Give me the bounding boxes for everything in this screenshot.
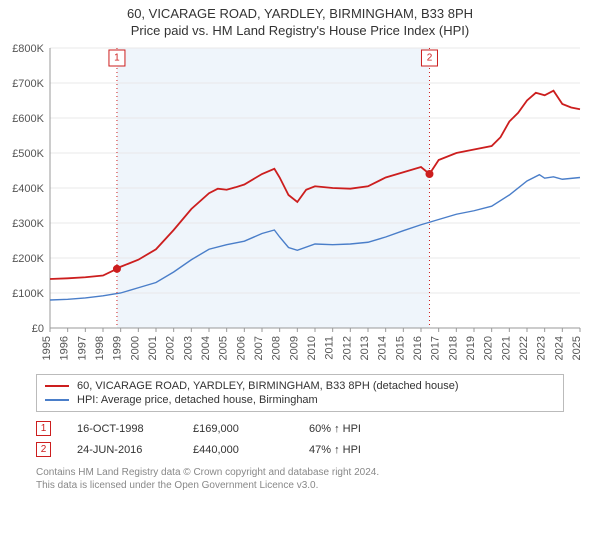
x-tick-label: 1997 bbox=[76, 336, 88, 360]
x-tick-label: 2020 bbox=[483, 336, 495, 360]
event-row: 2 24-JUN-2016 £440,000 47% ↑ HPI bbox=[36, 439, 564, 460]
x-tick-label: 2012 bbox=[341, 336, 353, 360]
credits-line: Contains HM Land Registry data © Crown c… bbox=[36, 466, 564, 479]
x-tick-label: 2021 bbox=[500, 336, 512, 360]
x-tick-label: 1998 bbox=[94, 336, 106, 360]
legend-swatch bbox=[45, 385, 69, 387]
legend-item: 60, VICARAGE ROAD, YARDLEY, BIRMINGHAM, … bbox=[45, 379, 555, 393]
x-tick-label: 2011 bbox=[324, 336, 336, 360]
x-tick-label: 2018 bbox=[447, 336, 459, 360]
event-marker-number: 2 bbox=[427, 53, 433, 64]
legend-label: HPI: Average price, detached house, Birm… bbox=[77, 394, 318, 406]
event-dot bbox=[425, 170, 433, 178]
event-marker-icon: 1 bbox=[36, 421, 51, 436]
y-tick-label: £800K bbox=[12, 43, 44, 55]
chart-svg: £0 £100K £200K £300K £400K £500K £600K £700K £80… bbox=[0, 40, 600, 370]
x-tick-label: 2013 bbox=[359, 336, 371, 360]
chart-area: £0 £100K £200K £300K £400K £500K £600K £700K £80… bbox=[0, 40, 600, 370]
legend-swatch bbox=[45, 399, 69, 401]
x-tick-label: 2016 bbox=[412, 336, 424, 360]
x-tick-label: 2023 bbox=[536, 336, 548, 360]
y-tick-label: £600K bbox=[12, 113, 44, 125]
x-tick-label: 2009 bbox=[288, 336, 300, 360]
y-tick-label: £300K bbox=[12, 218, 44, 230]
event-price: £440,000 bbox=[193, 444, 283, 456]
x-tick-label: 1996 bbox=[59, 336, 71, 360]
event-table: 1 16-OCT-1998 £169,000 60% ↑ HPI 2 24-JU… bbox=[36, 418, 564, 460]
x-tick-label: 2014 bbox=[377, 336, 389, 360]
x-tick-label: 2000 bbox=[129, 336, 141, 360]
x-tick-label: 1995 bbox=[41, 336, 53, 360]
y-tick-label: £700K bbox=[12, 78, 44, 90]
x-tick-label: 2024 bbox=[553, 336, 565, 360]
x-tick-label: 2004 bbox=[200, 336, 212, 360]
x-tick-label: 2010 bbox=[306, 336, 318, 360]
event-marker-icon: 2 bbox=[36, 442, 51, 457]
event-vs-hpi: 60% ↑ HPI bbox=[309, 423, 399, 435]
y-tick-label: £200K bbox=[12, 253, 44, 265]
event-dot bbox=[113, 265, 121, 273]
x-tick-label: 1999 bbox=[112, 336, 124, 360]
x-tick-label: 2017 bbox=[430, 336, 442, 360]
x-tick-label: 2007 bbox=[253, 336, 265, 360]
x-tick-label: 2003 bbox=[182, 336, 194, 360]
chart-subtitle: Price paid vs. HM Land Registry's House … bbox=[0, 23, 600, 38]
event-marker-number: 1 bbox=[114, 53, 120, 64]
event-date: 24-JUN-2016 bbox=[77, 444, 167, 456]
x-tick-label: 2006 bbox=[235, 336, 247, 360]
event-vs-hpi: 47% ↑ HPI bbox=[309, 444, 399, 456]
chart-title: 60, VICARAGE ROAD, YARDLEY, BIRMINGHAM, … bbox=[0, 6, 600, 21]
y-tick-label: £100K bbox=[12, 288, 44, 300]
legend-label: 60, VICARAGE ROAD, YARDLEY, BIRMINGHAM, … bbox=[77, 380, 459, 392]
credits-line: This data is licensed under the Open Gov… bbox=[36, 479, 564, 492]
x-tick-label: 2005 bbox=[218, 336, 230, 360]
credits: Contains HM Land Registry data © Crown c… bbox=[36, 466, 564, 492]
legend: 60, VICARAGE ROAD, YARDLEY, BIRMINGHAM, … bbox=[36, 374, 564, 412]
title-block: 60, VICARAGE ROAD, YARDLEY, BIRMINGHAM, … bbox=[0, 0, 600, 40]
legend-item: HPI: Average price, detached house, Birm… bbox=[45, 393, 555, 407]
x-tick-label: 2002 bbox=[165, 336, 177, 360]
x-tick-label: 2025 bbox=[571, 336, 583, 360]
x-tick-label: 2019 bbox=[465, 336, 477, 360]
x-tick-label: 2015 bbox=[394, 336, 406, 360]
y-tick-label: £400K bbox=[12, 183, 44, 195]
event-price: £169,000 bbox=[193, 423, 283, 435]
event-row: 1 16-OCT-1998 £169,000 60% ↑ HPI bbox=[36, 418, 564, 439]
event-date: 16-OCT-1998 bbox=[77, 423, 167, 435]
x-tick-label: 2022 bbox=[518, 336, 530, 360]
y-tick-label: £0 bbox=[32, 323, 44, 335]
x-tick-label: 2001 bbox=[147, 336, 159, 360]
x-tick-label: 2008 bbox=[271, 336, 283, 360]
y-tick-label: £500K bbox=[12, 148, 44, 160]
